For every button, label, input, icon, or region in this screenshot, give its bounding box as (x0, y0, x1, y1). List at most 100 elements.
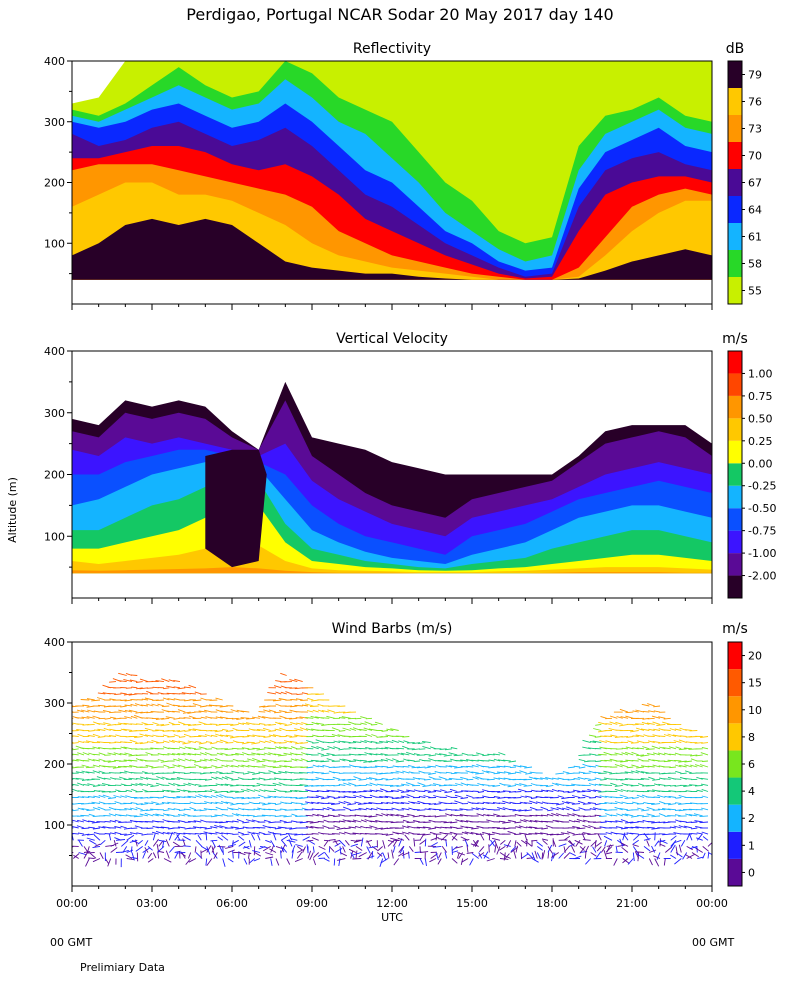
wind-barb-2127 (519, 832, 527, 835)
wind-barb-1995 (477, 782, 485, 786)
colorbar-label-2-1: 1 (748, 839, 755, 852)
wind-barb-877 (224, 748, 234, 751)
wind-barb-1621 (374, 759, 383, 762)
wind-barb-932 (237, 722, 245, 725)
wind-barb-1194 (290, 778, 298, 781)
wind-barb-1379 (321, 709, 330, 713)
wind-barb-2193 (540, 806, 549, 811)
wind-barb-1734 (403, 740, 410, 744)
wind-barb-391 (135, 723, 143, 725)
wind-barb-974 (247, 771, 255, 774)
wind-barb-2212 (545, 777, 554, 780)
wind-barb-1593 (369, 789, 378, 792)
footer-right-gmt: 00 GMT (692, 936, 735, 949)
wind-barb-2768 (683, 825, 693, 829)
wind-barb-2746 (678, 825, 687, 829)
wind-barb-631 (177, 721, 186, 725)
wind-barb-757 (204, 827, 213, 830)
wind-barb-1426 (333, 746, 341, 750)
wind-barb-579 (179, 850, 181, 859)
wind-barb-2560 (636, 754, 645, 757)
wind-barb-147 (92, 764, 101, 768)
wind-barb-309 (130, 846, 133, 853)
wind-barb-1342 (317, 765, 325, 768)
wind-barb-1742 (406, 821, 415, 824)
wind-barb-603 (172, 710, 181, 713)
colorbar-swatch-1-5 (728, 463, 742, 486)
wind-barb-2732 (675, 770, 682, 774)
wind-barb-2381 (599, 795, 607, 798)
wind-barb-1723 (401, 807, 410, 811)
wind-barb-1033 (259, 705, 266, 708)
wind-barb-1253 (299, 784, 309, 786)
wind-barb-2235 (556, 806, 565, 811)
wind-barb-2251 (561, 801, 570, 805)
wind-barb-1802 (423, 821, 431, 823)
colorbar-swatch-1-9 (728, 373, 742, 396)
wind-barb-1247 (299, 821, 309, 824)
wind-barb-2421 (617, 844, 625, 847)
wind-barb-1890 (443, 754, 453, 757)
wind-barb-852 (219, 739, 229, 744)
wind-barb-2280 (572, 813, 581, 817)
wind-barb-2275 (579, 846, 585, 851)
wind-barb-1529 (352, 741, 362, 744)
wind-barb-2448 (615, 826, 623, 829)
wind-barb-1412 (331, 833, 341, 835)
colorbar-swatch-1-8 (728, 395, 742, 419)
wind-barb-1273 (306, 839, 314, 842)
wind-barb-2070 (496, 765, 506, 768)
vertical-velocity-title: Vertical Velocity (336, 331, 448, 347)
wind-barb-1141 (279, 727, 287, 731)
wind-barb-368 (130, 674, 138, 676)
wind-barb-2015 (481, 770, 490, 774)
wind-barb-84 (82, 819, 90, 823)
wind-barb-1485 (355, 850, 358, 859)
x-tick-label-0: 00:00 (56, 897, 88, 910)
wind-barb-1627 (374, 721, 383, 725)
wind-barb-1670 (385, 734, 394, 737)
wind-barb-1697 (397, 837, 405, 841)
wind-barb-498 (155, 803, 165, 806)
wind-barb-1607 (377, 846, 383, 852)
wind-barb-1799 (430, 836, 439, 841)
wind-barb-942 (242, 814, 250, 817)
wind-barb-1720 (401, 825, 410, 829)
wind-barb-328 (123, 728, 133, 731)
wind-barb-1111 (274, 728, 282, 731)
wind-barb-2498 (624, 826, 634, 829)
wind-barb-2415 (604, 735, 613, 737)
wind-barb-872 (225, 776, 234, 780)
wind-barb-90 (83, 783, 90, 786)
wind-barb-79 (89, 852, 97, 859)
wind-barb-94 (82, 760, 90, 762)
wind-barb-1631 (387, 839, 395, 843)
wind-barb-2161 (529, 819, 538, 823)
wind-barb-1267 (300, 699, 309, 702)
wind-barb-1082 (268, 730, 277, 732)
wind-barb-2314 (582, 815, 591, 818)
wind-barb-793 (209, 771, 218, 774)
wind-barb-2145 (523, 819, 533, 823)
colorbar-label-1-1: -1.00 (748, 547, 776, 560)
wind-barb-1808 (422, 784, 431, 787)
wind-barb-2229 (563, 846, 566, 853)
wind-barb-233 (107, 752, 117, 756)
wind-barb-2257 (574, 855, 582, 859)
wind-barb-1984 (478, 852, 485, 857)
wind-barb-848 (221, 764, 229, 768)
wind-barb-1583 (377, 852, 383, 857)
wind-barb-688 (188, 728, 197, 731)
wind-barb-1675 (390, 837, 399, 841)
wind-barb-2349 (600, 846, 606, 853)
wind-barb-950 (241, 764, 250, 768)
wind-barb-2510 (625, 751, 634, 756)
wind-barb-101 (81, 716, 90, 719)
wind-barb-2207 (547, 809, 554, 812)
wind-barb-250 (114, 831, 122, 835)
wind-barb-2819 (694, 784, 703, 787)
wind-barb-2621 (656, 852, 661, 860)
wind-barb-429 (147, 858, 154, 863)
wind-barb-1806 (423, 795, 431, 798)
wind-barb-2071 (497, 759, 506, 762)
